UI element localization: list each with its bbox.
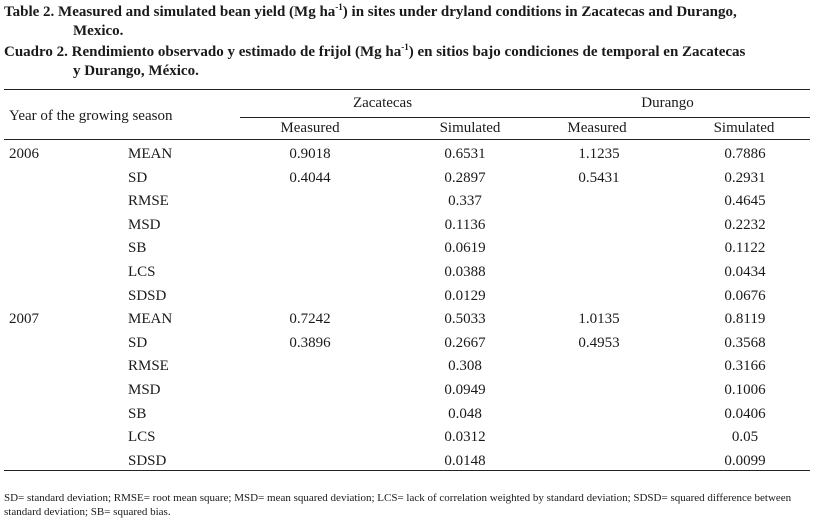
table-cell-d-sim: 0.0099 xyxy=(724,452,766,469)
table-cell-d-sim: 0.0434 xyxy=(724,264,766,280)
caption-en-text: Table 2. Measured and simulated bean yie… xyxy=(4,4,336,20)
table-cell-stat: MSD xyxy=(128,382,161,398)
table-caption-en-line2: Mexico. xyxy=(73,23,124,39)
table-cell-stat: SDSD xyxy=(128,287,167,304)
table-cell-stat: LCS xyxy=(128,429,156,446)
header-zacatecas: Zacatecas xyxy=(352,95,413,111)
table-cell-year: 2006 xyxy=(9,146,39,162)
caption-en-text-rest: ) in sites under dryland conditions in Z… xyxy=(342,4,737,20)
table-cell-z-sim: 0.308 xyxy=(448,358,482,375)
table-cell-z-sim: 0.6531 xyxy=(444,146,486,162)
table-cell-d-sim: 0.0406 xyxy=(724,405,766,422)
table-cell-d-meas: 0.4953 xyxy=(578,334,620,351)
header-dur-simulated: Simulated xyxy=(713,120,775,136)
table-cell-z-sim: 0.1136 xyxy=(444,216,486,233)
table-cell-stat: RMSE xyxy=(128,358,169,375)
table-cell-year: 2007 xyxy=(9,311,39,328)
table-cell-stat: SD xyxy=(128,169,148,186)
table-cell-d-meas: 0.5431 xyxy=(578,169,620,186)
caption-es-text-rest: ) en sitios bajo condiciones de temporal… xyxy=(408,44,746,60)
table-cell-z-sim: 0.5033 xyxy=(444,311,486,328)
table-cell-stat: RMSE xyxy=(128,193,169,210)
table-cell-z-meas: 0.9018 xyxy=(289,146,331,162)
table-cell-d-sim: 0.3166 xyxy=(724,358,766,375)
header-dur-measured: Measured xyxy=(567,120,627,136)
table-cell-stat: MSD xyxy=(128,216,161,233)
table-cell-z-meas: 0.4044 xyxy=(289,169,331,186)
table-cell-d-sim: 0.1122 xyxy=(724,240,766,257)
table-cell-d-sim: 0.4645 xyxy=(724,193,766,210)
header-durango: Durango xyxy=(641,95,694,111)
caption-es-text: Cuadro 2. Rendimiento observado y estima… xyxy=(4,44,402,60)
table-cell-z-sim: 0.0129 xyxy=(444,287,486,304)
table-cell-d-sim: 0.0676 xyxy=(724,287,766,304)
table-cell-z-sim: 0.0949 xyxy=(444,382,486,398)
table-cell-stat: MEAN xyxy=(128,311,173,328)
table-cell-stat: SB xyxy=(128,240,147,257)
table-cell-d-sim: 0.05 xyxy=(731,429,759,446)
table-cell-stat: SDSD xyxy=(128,452,167,469)
header-bottom-rule xyxy=(4,139,810,140)
table-cell-d-sim: 0.3568 xyxy=(724,334,766,351)
table-cell-d-sim: 0.8119 xyxy=(724,311,766,328)
table-cell-z-sim: 0.2897 xyxy=(444,169,486,186)
table-cell-d-meas: 1.0135 xyxy=(578,311,620,328)
table-cell-d-sim: 0.7886 xyxy=(724,146,766,162)
table-top-rule xyxy=(4,89,810,90)
table-cell-z-sim: 0.337 xyxy=(448,193,482,210)
table-caption-es-line2: y Durango, México. xyxy=(73,63,199,79)
table-cell-stat: SD xyxy=(128,334,148,351)
table-cell-z-sim: 0.0388 xyxy=(444,264,486,280)
table-footnote: SD= standard deviation; RMSE= root mean … xyxy=(4,492,792,518)
table-cell-z-sim: 0.0312 xyxy=(444,429,486,446)
header-year: Year of the growing season xyxy=(9,108,173,124)
table-cell-z-meas: 0.7242 xyxy=(289,311,331,328)
group-header-rule xyxy=(240,117,810,118)
table-cell-z-meas: 0.3896 xyxy=(289,334,331,351)
table-cell-d-sim: 0.2931 xyxy=(724,169,766,186)
caption-es-sup: -1 xyxy=(401,42,409,52)
table-caption-en: Table 2. Measured and simulated bean yie… xyxy=(4,3,737,22)
table-cell-d-meas: 1.1235 xyxy=(578,146,620,162)
table-cell-stat: SB xyxy=(128,405,147,422)
table-cell-z-sim: 0.048 xyxy=(448,405,482,422)
table-caption-es: Cuadro 2. Rendimiento observado y estima… xyxy=(4,43,745,62)
header-zac-measured: Measured xyxy=(280,120,340,136)
table-cell-d-sim: 0.1006 xyxy=(724,382,766,398)
table-bottom-rule xyxy=(4,470,810,471)
table-cell-z-sim: 0.0619 xyxy=(444,240,486,257)
table-cell-z-sim: 0.0148 xyxy=(444,452,486,469)
table-cell-z-sim: 0.2667 xyxy=(444,334,486,351)
header-zac-simulated: Simulated xyxy=(439,120,501,136)
table-cell-stat: LCS xyxy=(128,264,156,280)
caption-en-sup: -1 xyxy=(335,2,343,12)
table-cell-stat: MEAN xyxy=(128,146,173,162)
table-cell-d-sim: 0.2232 xyxy=(724,216,766,233)
